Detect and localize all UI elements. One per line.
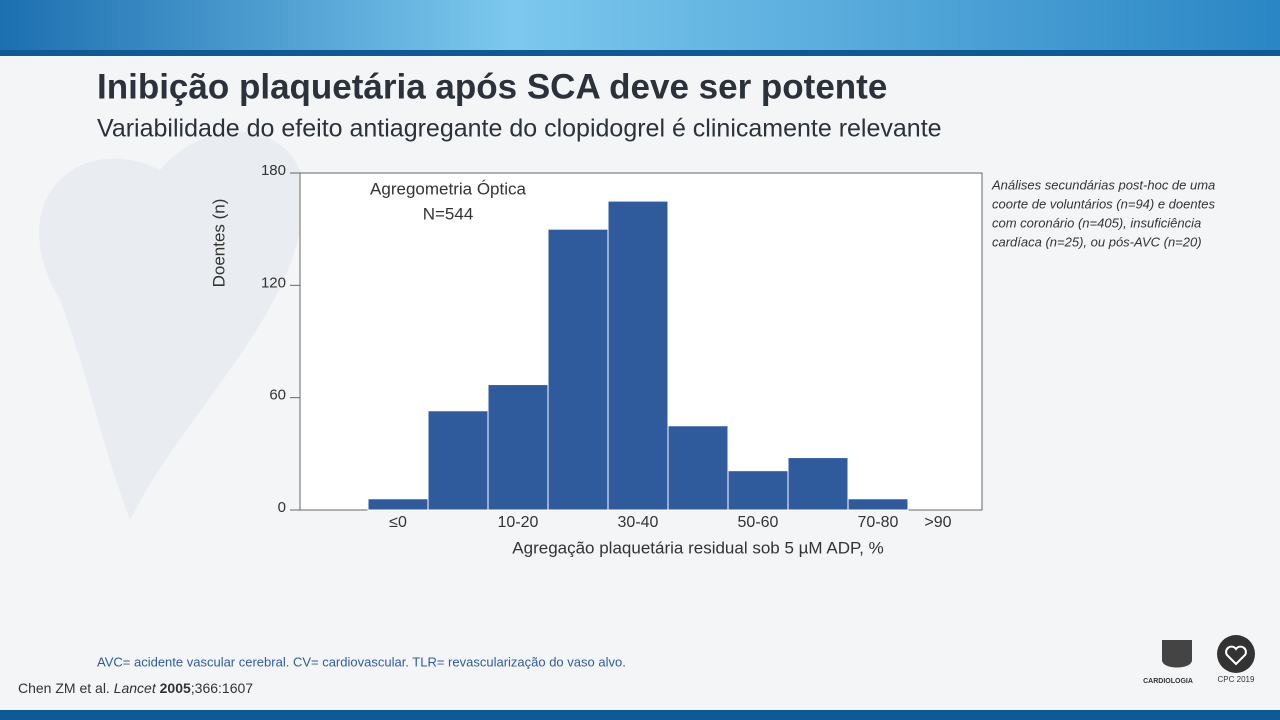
- x-tick-label: ≤0: [389, 514, 407, 531]
- header-line: [0, 50, 1280, 56]
- y-tick-label: 0: [278, 499, 286, 516]
- logo-icon: [1162, 640, 1192, 668]
- x-tick-label: >90: [924, 514, 951, 531]
- footnote: AVC= acidente vascular cerebral. CV= car…: [97, 654, 626, 669]
- note-line: coorte de voluntários (n=94) e doentes: [992, 196, 1215, 211]
- bar: [547, 228, 609, 511]
- bar: [367, 498, 429, 511]
- y-tick-label: 120: [261, 274, 286, 291]
- citation-part: Lancet: [114, 680, 157, 696]
- bar: [727, 470, 789, 511]
- note-line: com coronário (n=405), insuficiência: [992, 215, 1201, 230]
- citation-part: 2005: [160, 680, 191, 696]
- note-line: Análises secundárias post-hoc de uma: [991, 177, 1215, 192]
- background-shape: [39, 131, 306, 520]
- citation: Chen ZM et al. Lancet 2005;366:1607: [18, 680, 253, 696]
- logo-icon: [1217, 635, 1255, 673]
- bar: [847, 498, 909, 511]
- annotation: N=544: [423, 204, 474, 223]
- x-tick-label: 10-20: [498, 514, 539, 531]
- y-tick-label: 180: [261, 162, 286, 179]
- x-tick-label: 30-40: [618, 514, 659, 531]
- x-axis-label: Agregação plaquetária residual sob 5 µM …: [512, 538, 883, 557]
- logo-text: CPC 2019: [1218, 675, 1255, 684]
- logo-heart: [1225, 645, 1247, 666]
- slide-title: Inibição plaquetária após SCA deve ser p…: [97, 67, 887, 106]
- footer-bar: [0, 710, 1280, 720]
- y-axis-label: Doentes (n): [209, 199, 228, 288]
- citation-part: Chen ZM et al.: [18, 680, 114, 696]
- annotation: Agregometria Óptica: [370, 179, 526, 198]
- x-tick-label: 70-80: [858, 514, 899, 531]
- bar: [667, 425, 729, 511]
- citation-part: ;366:1607: [191, 680, 253, 696]
- y-tick-label: 60: [269, 387, 286, 404]
- header-banner: [0, 0, 1280, 50]
- bar: [607, 200, 669, 511]
- bar: [427, 410, 489, 511]
- logo-text: CARDIOLOGIA: [1143, 678, 1193, 685]
- bar: [487, 384, 549, 511]
- x-tick-label: 50-60: [738, 514, 779, 531]
- note-line: cardíaca (n=25), ou pós-AVC (n=20): [992, 234, 1202, 249]
- slide-subtitle: Variabilidade do efeito antiagregante do…: [97, 115, 942, 143]
- bar: [787, 457, 849, 511]
